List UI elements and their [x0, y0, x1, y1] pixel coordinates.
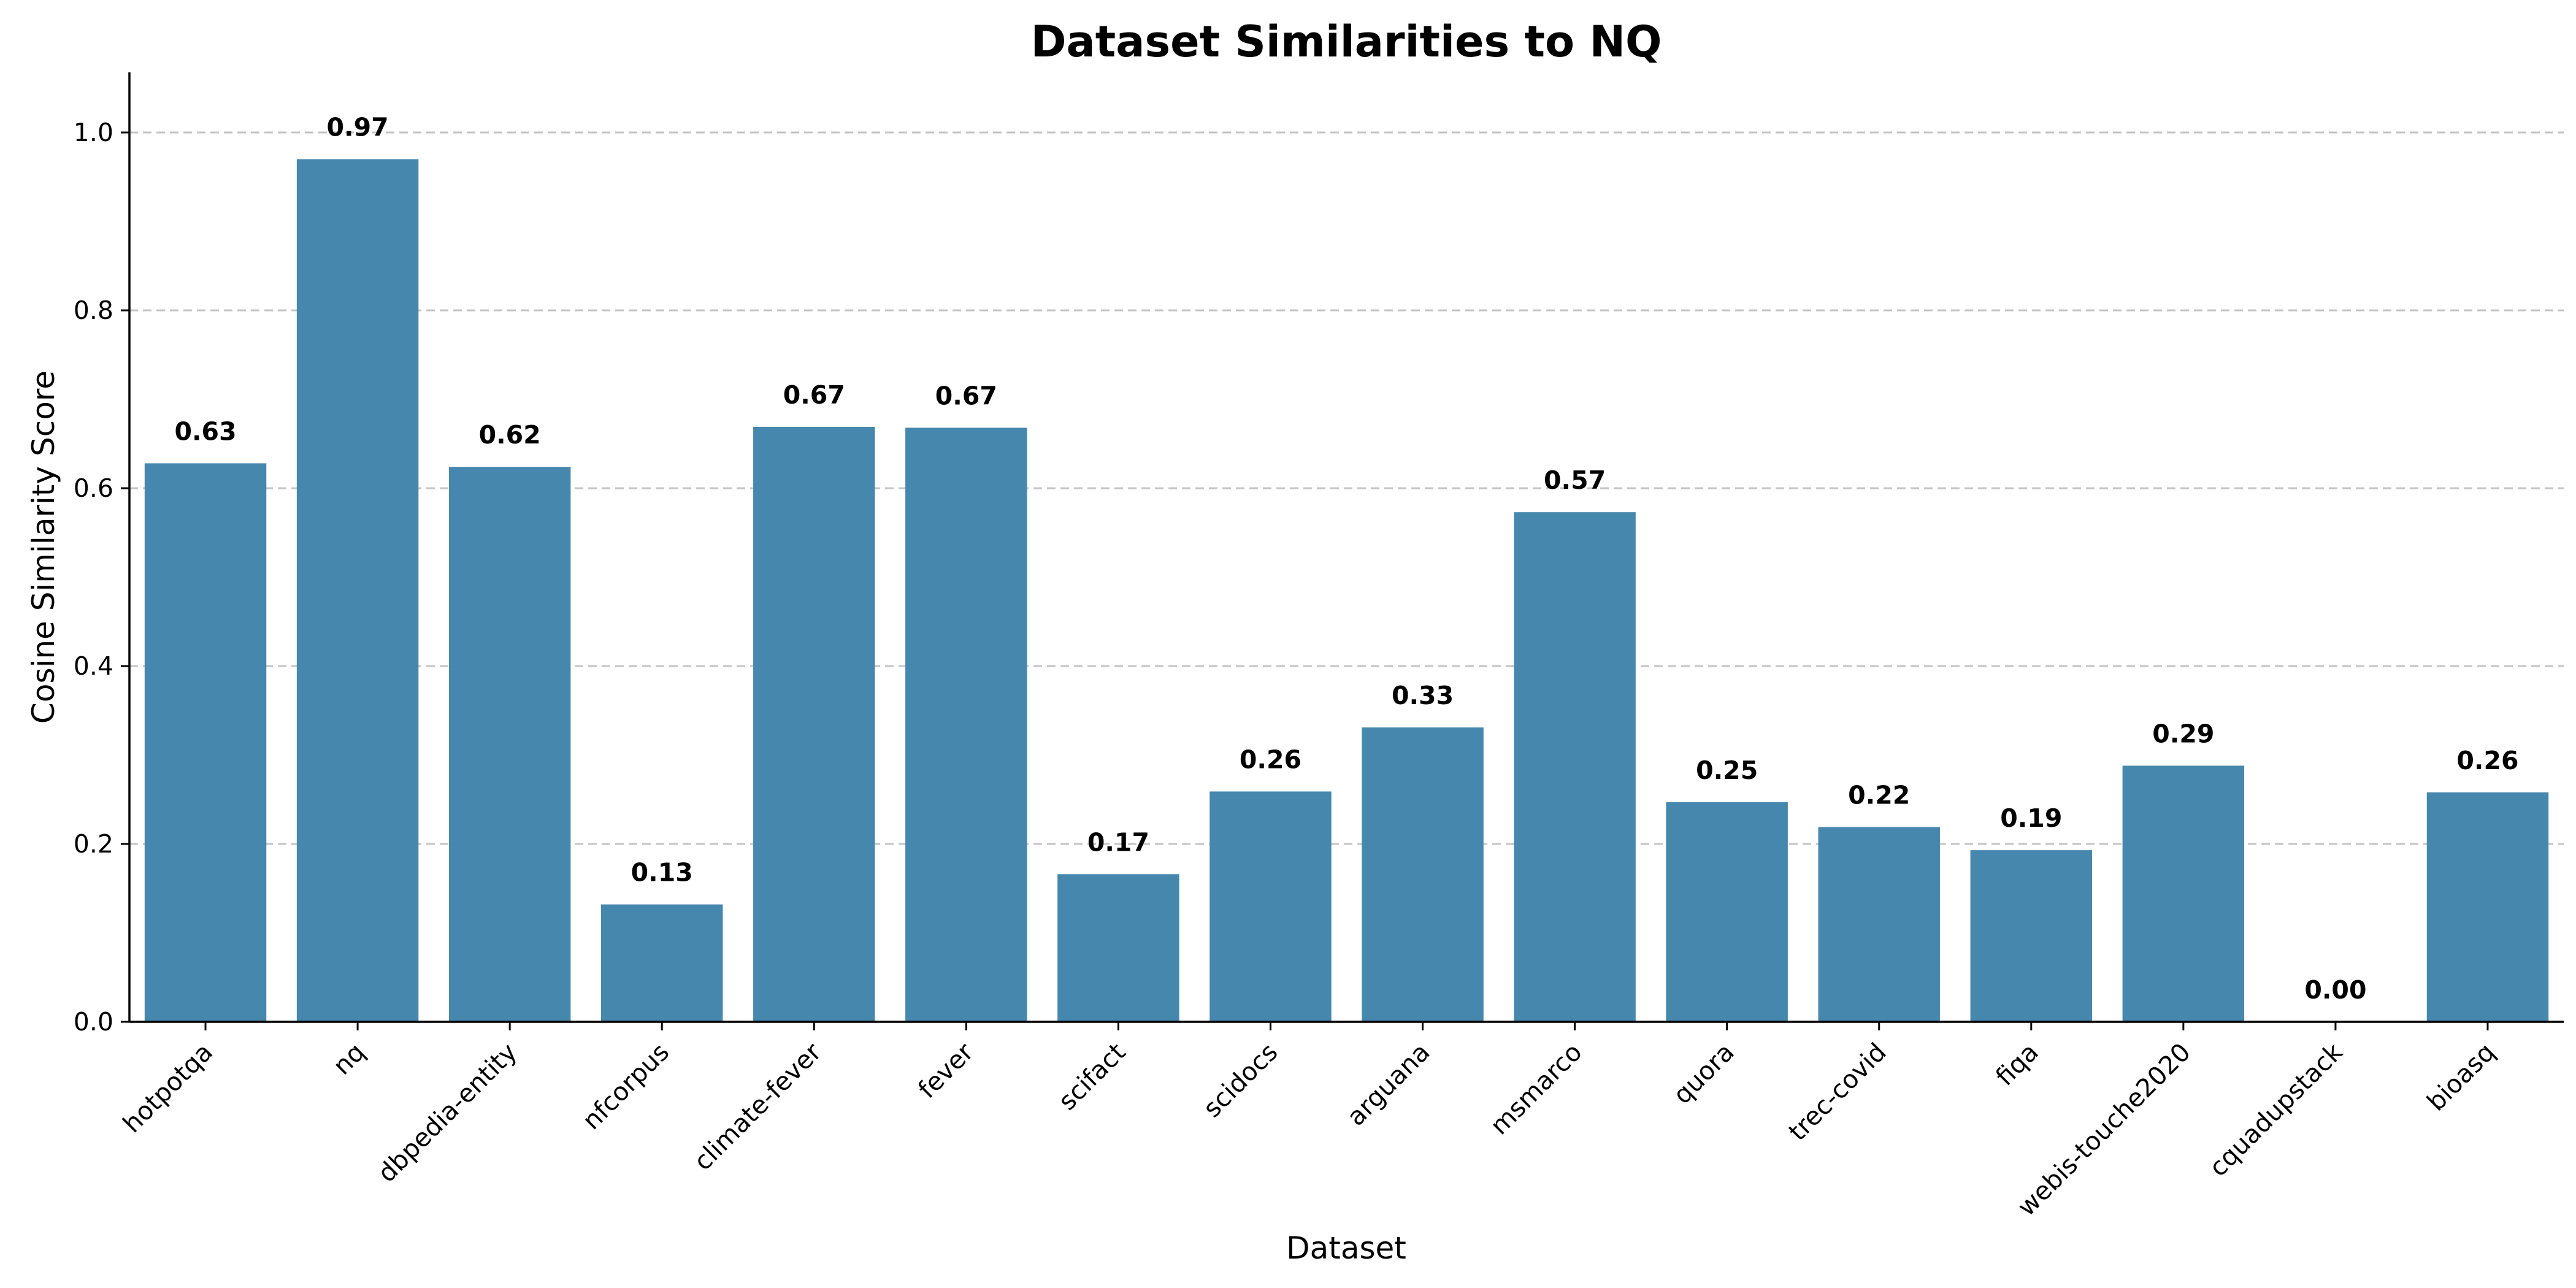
bar	[753, 426, 875, 1022]
bar	[1057, 874, 1179, 1022]
bar	[448, 467, 571, 1022]
bar	[1514, 512, 1636, 1022]
bar-value-label: 0.67	[935, 381, 997, 410]
y-ticks: 0.0 0.2 0.4 0.6 0.8 1.0	[74, 118, 129, 1037]
x-tick-label: scifact	[1052, 1037, 1131, 1116]
bar-value-label: 0.25	[1696, 756, 1758, 785]
x-tick-label: nq	[327, 1037, 370, 1081]
bar	[1818, 827, 1940, 1022]
bar-value-label: 0.00	[2304, 975, 2366, 1005]
y-tick-label: 0.2	[74, 829, 113, 859]
bar	[600, 904, 723, 1022]
bar-value-label: 0.26	[2456, 746, 2518, 775]
bar	[1666, 802, 1788, 1022]
x-tick-label: scidocs	[1197, 1037, 1283, 1123]
bar	[1970, 850, 2093, 1022]
bar-value-label: 0.57	[1544, 466, 1606, 495]
y-axis-title: Cosine Similarity Score	[26, 370, 61, 724]
bar-value-label: 0.19	[2000, 803, 2062, 833]
bar-value-label: 0.67	[783, 380, 845, 410]
bars	[144, 159, 2549, 1022]
bar-value-label: 0.22	[1848, 780, 1910, 810]
x-tick-label: arguana	[1341, 1037, 1436, 1132]
bar-value-label: 0.17	[1087, 827, 1149, 857]
x-tick-label: climate-fever	[688, 1037, 827, 1176]
x-tick-label: webis-touche2020	[2012, 1037, 2196, 1222]
bar	[905, 427, 1027, 1022]
bar	[2426, 792, 2549, 1022]
x-ticks: hotpotqa nq dbpedia-entity nfcorpus climate-…	[117, 1022, 2501, 1222]
x-tick-label: quora	[1668, 1037, 1740, 1110]
axes	[128, 72, 2564, 1023]
y-tick-label: 0.0	[74, 1007, 113, 1037]
bar-value-label: 0.63	[174, 416, 236, 446]
bar	[144, 463, 267, 1022]
x-tick-label: nfcorpus	[577, 1037, 675, 1135]
y-tick-label: 0.8	[74, 296, 113, 325]
x-tick-label: cquadupstack	[2203, 1037, 2348, 1183]
x-tick-label: msmarco	[1484, 1037, 1587, 1140]
bar	[1362, 727, 1484, 1022]
bar-value-label: 0.26	[1240, 745, 1301, 774]
bar	[2122, 765, 2245, 1022]
y-tick-label: 0.4	[74, 651, 113, 681]
x-tick-label: hotpotqa	[117, 1037, 218, 1138]
bar-value-label: 0.62	[479, 420, 541, 450]
y-tick-label: 1.0	[74, 118, 113, 147]
bar	[296, 159, 419, 1022]
bar-value-label: 0.29	[2152, 719, 2214, 748]
x-tick-label: fever	[913, 1037, 979, 1104]
x-tick-label: fiqa	[1990, 1037, 2044, 1091]
bar-value-label: 0.13	[631, 858, 693, 887]
x-tick-label: dbpedia-entity	[372, 1037, 523, 1188]
bar-value-label: 0.33	[1392, 681, 1454, 710]
bar-value-labels: 0.63 0.97 0.62 0.13 0.67 0.67 0.17 0.26 0.33 0.57…	[174, 113, 2518, 1005]
x-axis-title: Dataset	[1286, 1230, 1406, 1266]
x-tick-label: trec-covid	[1783, 1037, 1892, 1146]
y-tick-label: 0.6	[74, 473, 113, 503]
bar-value-label: 0.97	[327, 113, 389, 142]
x-tick-label: bioasq	[2421, 1037, 2501, 1116]
bar	[1209, 791, 1332, 1022]
chart-title: Dataset Similarities to NQ	[1030, 17, 1662, 67]
